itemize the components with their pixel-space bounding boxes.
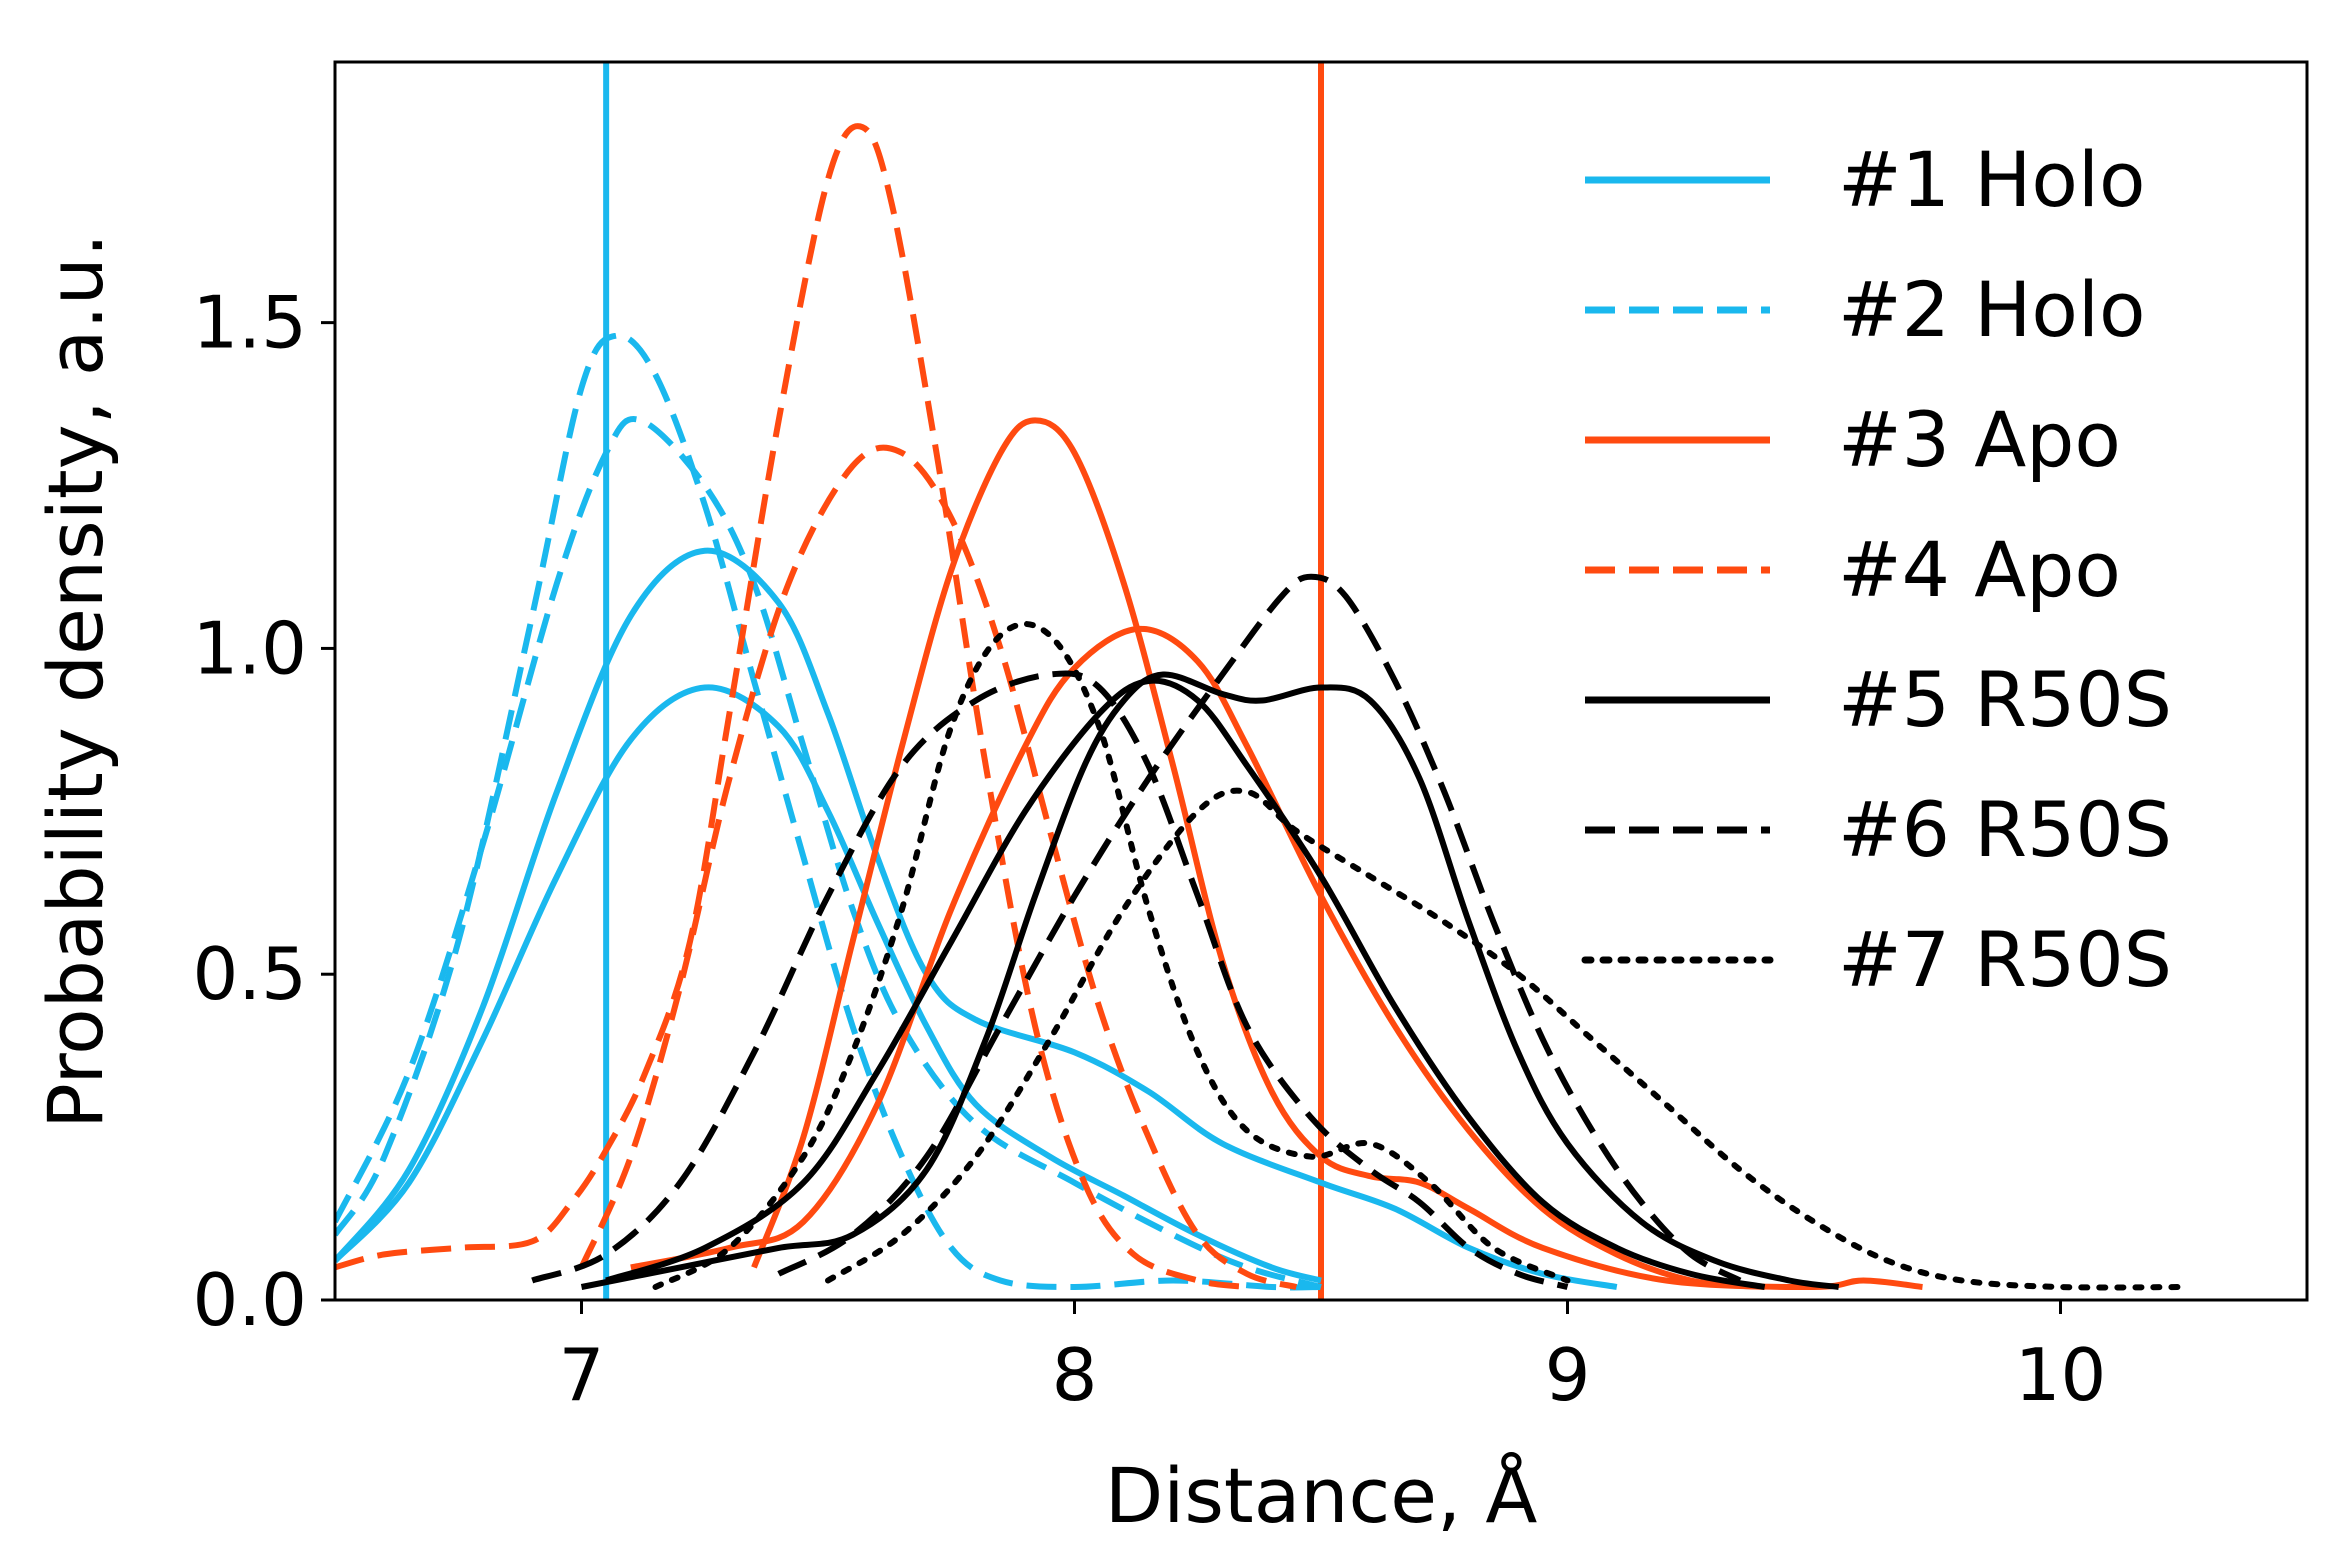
y-tick-label: 0.5 [192,932,307,1016]
series-line-14 [825,787,2187,1291]
reference-lines [603,62,1324,1300]
series-line-11 [777,573,1742,1284]
series-line-4 [335,416,1322,1290]
legend-label: #2 Holo [1838,265,2145,354]
x-tick-label: 7 [559,1333,605,1417]
legend-label: #1 Holo [1838,135,2145,224]
x-tick-label: 9 [1545,1333,1591,1417]
y-axis-label: Probability density, a.u. [31,233,120,1129]
legend-label: #4 Apo [1838,525,2121,614]
plot-frame [333,60,2309,1302]
legend-label: #3 Apo [1838,395,2121,484]
series-line-9 [580,671,1840,1290]
series-layer [335,123,2187,1291]
y-tick-label: 1.0 [192,606,307,690]
legend-label: #5 R50S [1838,655,2172,744]
y-axis: 0.0 0.5 1.0 1.5 [192,281,335,1342]
x-tick-label: 8 [1052,1333,1098,1417]
x-tick-label: 10 [2015,1333,2107,1417]
series-line-6 [630,625,1765,1290]
x-axis-label: Distance, Å [1105,1451,1538,1540]
series-line-12 [531,670,1569,1290]
legend-label: #6 R50S [1838,785,2172,874]
series-line-1 [335,547,1618,1290]
series-line-2 [335,684,1322,1284]
series-line-10 [605,677,1766,1290]
legend-label: #7 R50S [1838,915,2172,1004]
series-line-7 [335,123,1248,1290]
y-tick-label: 1.5 [192,281,307,365]
x-axis: 7 8 9 10 [559,1300,2107,1417]
series-line-5 [751,417,1923,1290]
series-line-8 [578,444,1298,1290]
legend: #1 Holo #2 Holo #3 Apo #4 Apo #5 R50S #6 R50S… [1581,135,2172,1004]
y-tick-label: 0.0 [192,1258,307,1342]
series-line-13 [652,621,1571,1290]
